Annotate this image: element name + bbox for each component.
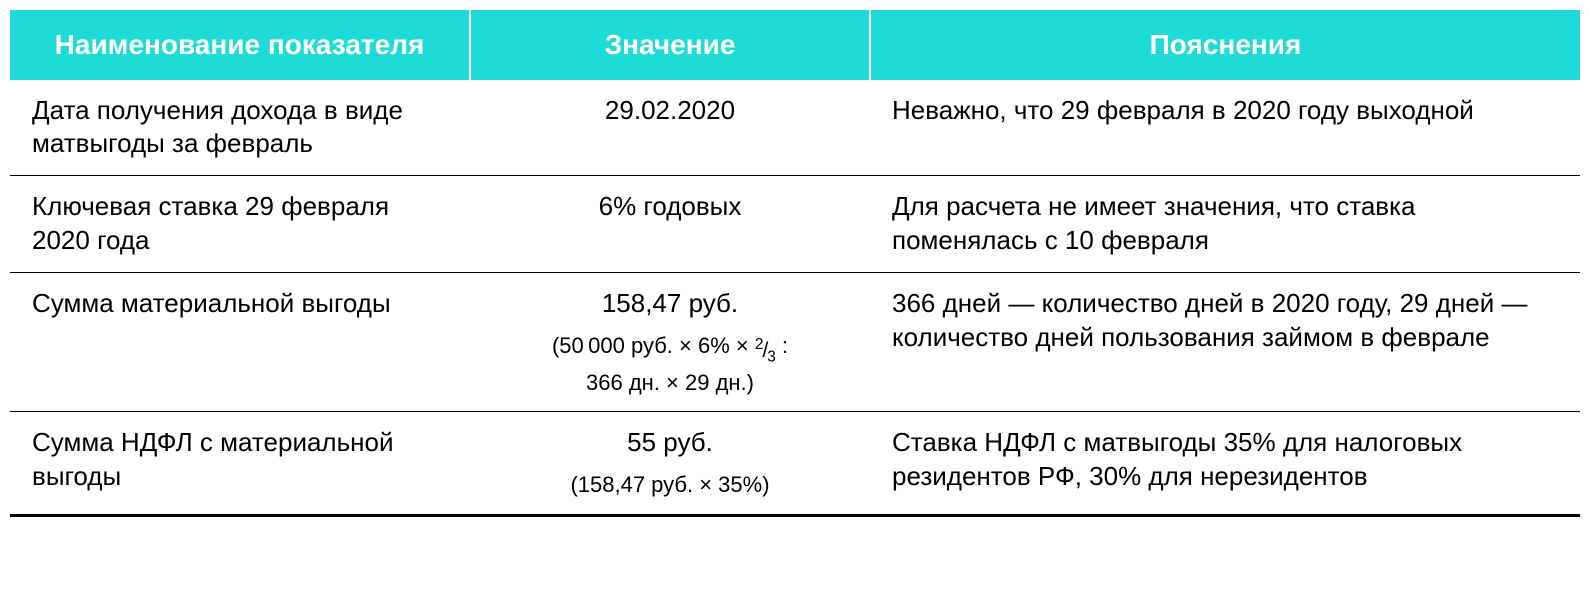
fraction: 2/3 (755, 335, 776, 368)
table-row: Сумма материальной выгоды 158,47 руб. (5… (10, 272, 1580, 412)
value-main: 158,47 руб. (492, 287, 848, 321)
value-main: 29.02.2020 (492, 94, 848, 128)
benefit-table: Наименование показателя Значение Пояснен… (10, 10, 1580, 517)
value-main: 6% годовых (492, 190, 848, 224)
fraction-denominator: 3 (767, 348, 776, 365)
cell-explanation: 366 дней — количество дней в 2020 году, … (870, 272, 1580, 412)
value-main: 55 руб. (492, 426, 848, 460)
cell-explanation: Неважно, что 29 февраля в 2020 году выхо… (870, 80, 1580, 176)
table-row: Сумма НДФЛ с материальной выгоды 55 руб.… (10, 412, 1580, 515)
cell-value: 6% годовых (470, 176, 870, 273)
value-sub-pre: (50 000 руб. × 6% × (552, 333, 755, 358)
table-row: Ключевая ставка 29 февраля 2020 года 6% … (10, 176, 1580, 273)
cell-name: Дата получения дохода в виде матвыгоды з… (10, 80, 470, 176)
cell-explanation: Для расчета не имеет значения, что ставк… (870, 176, 1580, 273)
cell-name: Сумма НДФЛ с материальной выгоды (10, 412, 470, 515)
header-value: Значение (470, 10, 870, 80)
table-header-row: Наименование показателя Значение Пояснен… (10, 10, 1580, 80)
header-explanation: Пояснения (870, 10, 1580, 80)
cell-name: Сумма материальной выгоды (10, 272, 470, 412)
header-name: Наименование показателя (10, 10, 470, 80)
value-sub: (50 000 руб. × 6% × 2/3 : 366 дн. × 29 д… (492, 331, 848, 398)
cell-value: 55 руб. (158,47 руб. × 35%) (470, 412, 870, 515)
cell-value: 158,47 руб. (50 000 руб. × 6% × 2/3 : 36… (470, 272, 870, 412)
table-row: Дата получения дохода в виде матвыгоды з… (10, 80, 1580, 176)
cell-explanation: Ставка НДФЛ с матвыгоды 35% для налоговы… (870, 412, 1580, 515)
value-sub: (158,47 руб. × 35%) (492, 470, 848, 500)
cell-name: Ключевая ставка 29 февраля 2020 года (10, 176, 470, 273)
cell-value: 29.02.2020 (470, 80, 870, 176)
